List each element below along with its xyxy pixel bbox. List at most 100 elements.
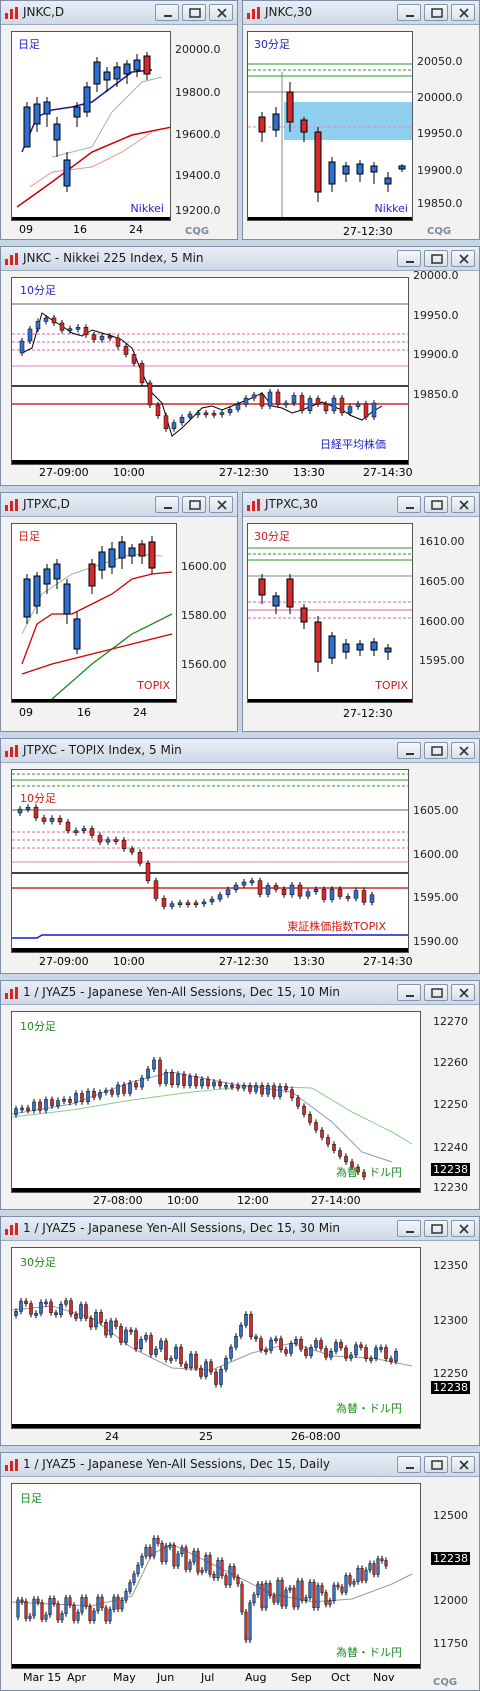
window-topix-daily[interactable]: JTPXC,D xyxy=(0,492,238,732)
maximize-button[interactable] xyxy=(424,1220,448,1237)
candle xyxy=(86,1090,90,1103)
window-yen-30min[interactable]: 1 / JYAZ5 - Japanese Yen-All Sessions, D… xyxy=(0,1216,480,1446)
candle xyxy=(170,1071,174,1085)
maximize-button[interactable] xyxy=(182,496,206,513)
close-button[interactable] xyxy=(451,250,475,267)
titlebar[interactable]: JNKC - Nikkei 225 Index, 5 Min xyxy=(1,247,479,271)
minimize-button[interactable] xyxy=(397,250,421,267)
window-jnkc-daily[interactable]: JNKC,D xyxy=(0,0,238,240)
candle xyxy=(276,1580,280,1603)
maximize-button[interactable] xyxy=(424,984,448,1001)
price-chart[interactable]: 10分足 為替・ドル円 xyxy=(11,1011,421,1193)
candle xyxy=(20,1107,24,1111)
candle xyxy=(323,403,329,412)
price-chart[interactable]: 日足 TOPIX xyxy=(11,523,177,703)
titlebar[interactable]: JNKC,D xyxy=(1,1,237,25)
candle xyxy=(112,1596,116,1610)
price-chart[interactable]: 日足 Nikkei xyxy=(11,31,171,221)
y-tick: 12300 xyxy=(433,1314,468,1327)
candle xyxy=(114,1320,118,1327)
price-chart[interactable]: 日足 為替・ドル円 xyxy=(11,1483,421,1669)
x-tick: 27-12:30 xyxy=(219,955,269,968)
close-button[interactable] xyxy=(451,984,475,1001)
chart-app-icon xyxy=(5,1459,18,1471)
titlebar[interactable]: JNKC,30 xyxy=(243,1,479,25)
price-chart[interactable]: 10分足 日経平均株価 xyxy=(11,277,409,465)
candle xyxy=(164,1071,168,1084)
y-tick: 19850.0 xyxy=(413,388,459,401)
candle xyxy=(248,1602,252,1641)
window-title: JTPXC,D xyxy=(23,497,70,511)
titlebar[interactable]: 1 / JYAZ5 - Japanese Yen-All Sessions, D… xyxy=(1,1453,479,1477)
close-button[interactable] xyxy=(451,496,475,513)
maximize-button[interactable] xyxy=(424,4,448,21)
x-tick: Aug xyxy=(245,1671,267,1684)
candle xyxy=(94,1312,98,1328)
window-yen-10min[interactable]: 1 / JYAZ5 - Japanese Yen-All Sessions, D… xyxy=(0,980,480,1210)
y-tick: 12250 xyxy=(433,1367,468,1380)
close-button[interactable] xyxy=(209,496,233,513)
price-chart[interactable]: 10分足 東証株価指数TOPIX xyxy=(11,769,409,953)
candle xyxy=(384,1347,388,1359)
window-jnkc-30min[interactable]: JNKC,30 xyxy=(242,0,480,240)
close-button[interactable] xyxy=(209,4,233,21)
candle xyxy=(369,1358,373,1361)
candle xyxy=(314,1122,318,1131)
minimize-button[interactable] xyxy=(155,496,179,513)
titlebar[interactable]: 1 / JYAZ5 - Japanese Yen-All Sessions, D… xyxy=(1,981,479,1005)
chart-app-icon xyxy=(5,987,18,999)
candle xyxy=(28,1615,32,1619)
candle xyxy=(96,1596,100,1612)
candle xyxy=(371,402,377,418)
maximize-button[interactable] xyxy=(424,250,448,267)
minimize-button[interactable] xyxy=(397,984,421,1001)
minimize-button[interactable] xyxy=(397,496,421,513)
window-nikkei-5min[interactable]: JNKC - Nikkei 225 Index, 5 Min 10分足 日経平均… xyxy=(0,246,480,486)
price-chart[interactable]: 30分足 為替・ドル円 xyxy=(11,1247,421,1429)
titlebar[interactable]: JTPXC - TOPIX Index, 5 Min xyxy=(1,739,479,763)
window-yen-daily[interactable]: 1 / JYAZ5 - Japanese Yen-All Sessions, D… xyxy=(0,1452,480,1691)
titlebar[interactable]: JTPXC,30 xyxy=(243,493,479,517)
candle xyxy=(92,1610,96,1622)
x-tick: 27-14:30 xyxy=(363,955,413,968)
price-chart[interactable]: 30分足 Nikkei xyxy=(247,31,413,221)
x-tick: Mar 15 xyxy=(23,1671,62,1684)
candle xyxy=(97,835,103,843)
maximize-button[interactable] xyxy=(424,1456,448,1473)
candle xyxy=(256,1583,260,1596)
close-button[interactable] xyxy=(451,1220,475,1237)
candle xyxy=(48,1598,52,1616)
y-tick: 12350 xyxy=(433,1259,468,1272)
candle xyxy=(278,1085,282,1097)
close-button[interactable] xyxy=(451,1456,475,1473)
titlebar[interactable]: JTPXC,D xyxy=(1,493,237,517)
candle xyxy=(74,1093,78,1103)
price-chart[interactable]: 30分足 TOPIX xyxy=(247,523,413,703)
maximize-button[interactable] xyxy=(424,742,448,759)
close-button[interactable] xyxy=(451,742,475,759)
window-topix-5min[interactable]: JTPXC - TOPIX Index, 5 Min 10分足 東証株価指数TO… xyxy=(0,738,480,974)
candle xyxy=(187,413,193,418)
minimize-button[interactable] xyxy=(397,742,421,759)
y-tick: 19950.0 xyxy=(413,309,459,322)
maximize-button[interactable] xyxy=(424,496,448,513)
close-button[interactable] xyxy=(451,4,475,21)
instrument-label: 日経平均株価 xyxy=(320,438,386,451)
minimize-button[interactable] xyxy=(397,1456,421,1473)
maximize-button[interactable] xyxy=(182,4,206,21)
candle xyxy=(189,1353,193,1368)
candle xyxy=(67,328,73,331)
minimize-button[interactable] xyxy=(397,1220,421,1237)
candle xyxy=(44,1614,48,1620)
candle xyxy=(137,851,143,864)
candle xyxy=(200,1569,204,1573)
minimize-button[interactable] xyxy=(397,4,421,21)
titlebar[interactable]: 1 / JYAZ5 - Japanese Yen-All Sessions, D… xyxy=(1,1217,479,1241)
candle xyxy=(158,1059,162,1084)
y-tick: 19400.0 xyxy=(175,169,221,182)
minimize-button[interactable] xyxy=(155,4,179,21)
cqg-logo: CQG xyxy=(185,226,210,237)
window-topix-30min[interactable]: JTPXC,30 xyxy=(242,492,480,732)
candle xyxy=(203,412,209,416)
candle xyxy=(211,412,217,416)
